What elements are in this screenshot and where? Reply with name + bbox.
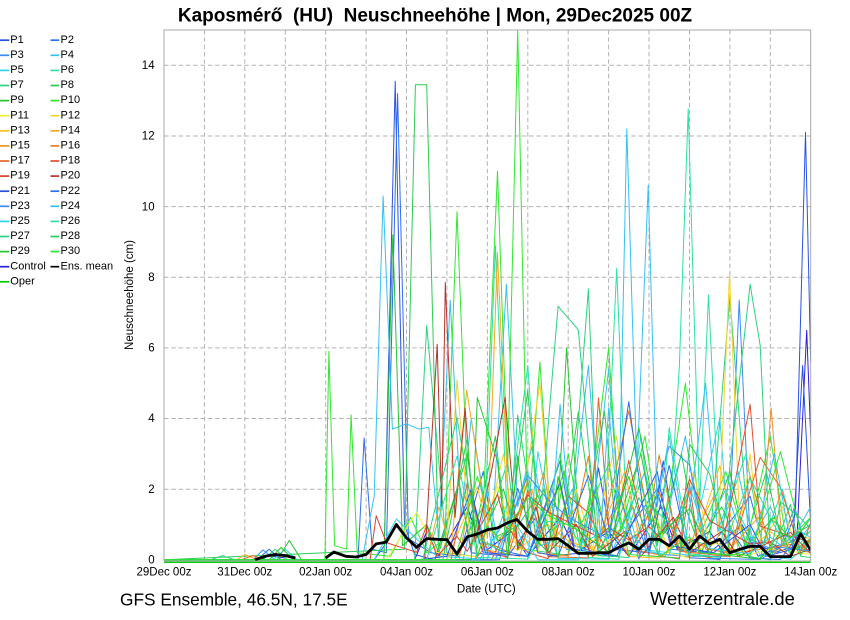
svg-text:04Jan 00z: 04Jan 00z bbox=[380, 567, 433, 579]
svg-text:14Jan 00z: 14Jan 00z bbox=[784, 567, 837, 579]
svg-text:P24: P24 bbox=[61, 200, 81, 212]
svg-text:P4: P4 bbox=[61, 49, 74, 61]
svg-text:Oper: Oper bbox=[10, 275, 35, 287]
svg-text:P12: P12 bbox=[61, 109, 81, 121]
svg-text:P14: P14 bbox=[61, 124, 81, 136]
svg-text:4: 4 bbox=[148, 413, 155, 425]
svg-text:14: 14 bbox=[142, 60, 155, 72]
svg-text:29Dec 00z: 29Dec 00z bbox=[137, 567, 192, 579]
svg-text:P25: P25 bbox=[10, 215, 30, 227]
svg-text:P19: P19 bbox=[10, 170, 30, 182]
svg-text:P30: P30 bbox=[61, 245, 81, 257]
svg-text:P15: P15 bbox=[10, 140, 30, 152]
svg-text:P10: P10 bbox=[61, 94, 81, 106]
svg-text:P6: P6 bbox=[61, 64, 74, 76]
svg-text:Kaposmérő (HU) Neuschneehöhe: Kaposmérő (HU) Neuschneehöhe | Mon, 29De… bbox=[178, 5, 693, 26]
svg-text:8: 8 bbox=[148, 272, 154, 284]
svg-text:P16: P16 bbox=[61, 140, 81, 152]
svg-text:P7: P7 bbox=[10, 79, 23, 91]
svg-text:P23: P23 bbox=[10, 200, 30, 212]
svg-text:P27: P27 bbox=[10, 230, 30, 242]
svg-text:P3: P3 bbox=[10, 49, 23, 61]
svg-text:P21: P21 bbox=[10, 185, 30, 197]
svg-text:Neuschneehöhe (cm): Neuschneehöhe (cm) bbox=[124, 240, 136, 350]
svg-text:10Jan 00z: 10Jan 00z bbox=[622, 567, 675, 579]
svg-text:P22: P22 bbox=[61, 185, 81, 197]
svg-text:0: 0 bbox=[148, 555, 154, 567]
svg-text:P11: P11 bbox=[10, 109, 29, 121]
svg-text:P1: P1 bbox=[10, 34, 23, 46]
svg-text:02Jan 00z: 02Jan 00z bbox=[299, 567, 352, 579]
svg-text:Control: Control bbox=[10, 260, 45, 272]
svg-text:P5: P5 bbox=[10, 64, 23, 76]
svg-text:6: 6 bbox=[148, 343, 154, 355]
svg-text:P17: P17 bbox=[10, 155, 30, 167]
svg-text:P13: P13 bbox=[10, 124, 30, 136]
svg-text:GFS Ensemble, 46.5N, 17.5E: GFS Ensemble, 46.5N, 17.5E bbox=[120, 589, 348, 609]
svg-text:08Jan 00z: 08Jan 00z bbox=[542, 567, 595, 579]
svg-text:12Jan 00z: 12Jan 00z bbox=[703, 567, 756, 579]
svg-text:Wetterzentrale.de: Wetterzentrale.de bbox=[650, 588, 795, 609]
svg-text:P26: P26 bbox=[61, 215, 81, 227]
svg-text:P18: P18 bbox=[61, 155, 81, 167]
svg-text:31Dec 00z: 31Dec 00z bbox=[217, 567, 272, 579]
svg-text:P29: P29 bbox=[10, 245, 30, 257]
svg-text:06Jan 00z: 06Jan 00z bbox=[461, 567, 514, 579]
svg-text:Ens. mean: Ens. mean bbox=[61, 260, 114, 272]
svg-text:P28: P28 bbox=[61, 230, 81, 242]
svg-text:12: 12 bbox=[142, 131, 155, 143]
svg-text:10: 10 bbox=[142, 201, 155, 213]
svg-text:2: 2 bbox=[148, 484, 154, 496]
svg-text:P2: P2 bbox=[61, 34, 74, 46]
svg-text:P9: P9 bbox=[10, 94, 23, 106]
svg-text:Date (UTC): Date (UTC) bbox=[457, 584, 516, 596]
svg-text:P8: P8 bbox=[61, 79, 74, 91]
svg-text:P20: P20 bbox=[61, 170, 81, 182]
